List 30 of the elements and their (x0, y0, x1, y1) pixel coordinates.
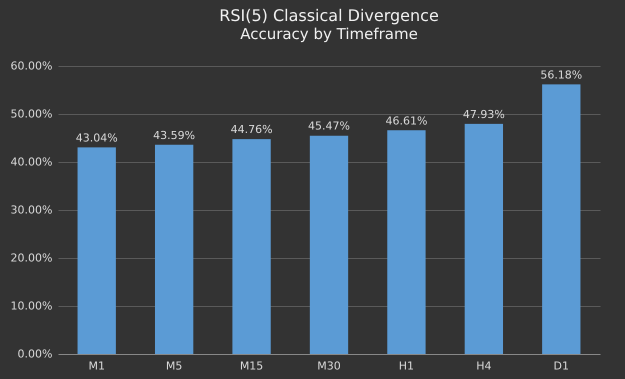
x-tick-label: D1 (554, 360, 570, 372)
x-tick-label: M1 (88, 360, 105, 372)
y-tick-label: 40.00% (10, 156, 52, 168)
data-label: 46.61% (385, 114, 428, 128)
x-tick-label: H1 (398, 360, 414, 372)
bar (464, 124, 504, 354)
bar (387, 130, 426, 354)
data-label: 43.04% (76, 131, 118, 144)
chart-subtitle: Accuracy by Timeframe (240, 25, 418, 43)
y-tick-label: 50.00% (10, 108, 52, 120)
y-tick-label: 20.00% (10, 252, 52, 264)
data-label: 56.18% (540, 68, 582, 82)
chart-title: RSI(5) Classical Divergence (219, 6, 439, 25)
data-label: 47.93% (462, 108, 505, 121)
y-tick-label: 10.00% (10, 300, 52, 312)
bar (542, 84, 580, 354)
y-tick-label: 60.00% (10, 60, 52, 72)
bar (232, 139, 271, 354)
data-label: 44.76% (230, 123, 273, 136)
y-tick-label: 30.00% (10, 204, 52, 216)
bar (78, 147, 116, 354)
x-tick-label: M30 (317, 360, 341, 372)
x-tick-label: H4 (476, 360, 492, 372)
data-label: 45.47% (308, 120, 350, 133)
data-label: 43.59% (153, 128, 196, 142)
bar (310, 136, 348, 354)
y-tick-label: 0.00% (18, 348, 52, 360)
x-tick-label: M15 (240, 360, 264, 372)
bar (154, 144, 194, 354)
x-tick-label: M5 (166, 360, 182, 372)
